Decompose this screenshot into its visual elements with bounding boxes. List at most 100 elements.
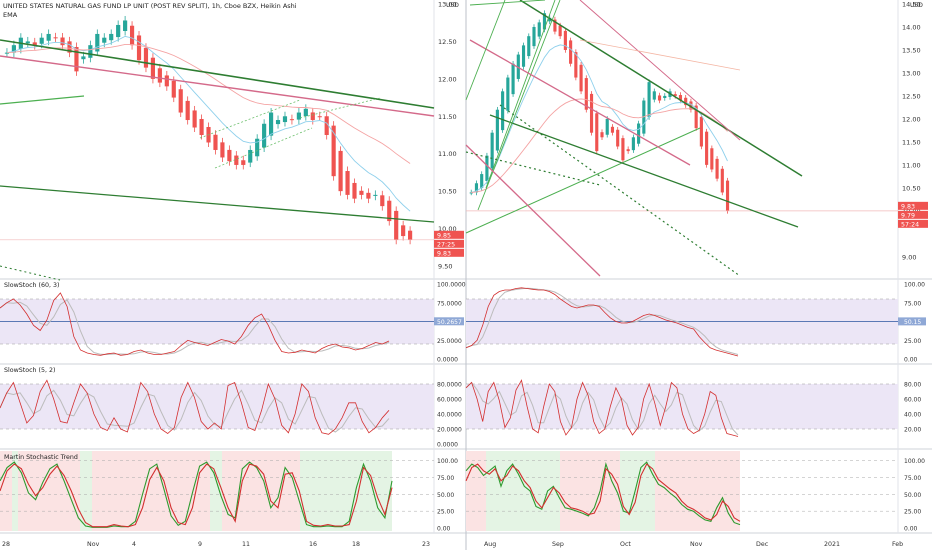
stoch-tick-label: 25.00 (904, 338, 921, 345)
stoch-tick-label: 50.15 (904, 319, 921, 326)
stoch-d-line (0, 389, 390, 433)
candle (164, 75, 169, 87)
candle (584, 78, 588, 110)
candle (527, 36, 531, 57)
price-badge-bg (898, 210, 928, 219)
stoch-tick-label: 25.0000 (437, 338, 462, 345)
time-tick-label: Aug (484, 541, 496, 548)
candle (39, 37, 44, 44)
trendline (0, 185, 435, 223)
candle (553, 19, 557, 32)
candle (171, 80, 176, 98)
stoch-tick-label: 80.0000 (437, 382, 462, 389)
candle (81, 56, 86, 60)
trend-green-line (465, 461, 741, 526)
trend-red-line (465, 463, 741, 522)
candle (637, 123, 641, 144)
ema-line (6, 35, 411, 212)
candle (548, 17, 552, 22)
trend-tick-label: 100.00 (904, 458, 925, 465)
candle (558, 25, 562, 37)
stoch-tick-label: 0.0000 (437, 442, 458, 449)
stoch-tick-label: 50.2657 (437, 319, 462, 326)
candle (296, 112, 301, 120)
price-tick-label: 14.50 (902, 1, 921, 9)
trend-red-line (0, 463, 393, 528)
price-tick-label: 9.50 (438, 263, 452, 271)
ema-line (471, 98, 728, 193)
time-tick-label: 9 (198, 541, 202, 548)
candle (220, 142, 225, 158)
left-price-pane: 9.50 10.00 10.50 11.00 11.50 12.00 12.50 13.00 9… (0, 1, 464, 271)
price-tick-label: 11.50 (438, 113, 457, 121)
candle (46, 33, 51, 41)
candle (621, 138, 625, 161)
time-tick-label: Sep (552, 541, 564, 548)
trendline (465, 144, 601, 277)
candle (579, 64, 583, 92)
trend-tick-label: 75.00 (904, 475, 921, 482)
ema-legend: EMA (3, 11, 18, 19)
candle (705, 131, 709, 165)
candle (490, 132, 494, 169)
trend-tick-label: 0.00 (437, 526, 451, 533)
candle (511, 63, 515, 95)
stoch-k-line (0, 379, 390, 435)
trend-zone (486, 451, 560, 531)
candle (255, 138, 260, 157)
candle (542, 13, 547, 30)
trendline (465, 151, 601, 186)
price-badge-bg (434, 239, 464, 248)
candle (480, 174, 484, 188)
trendline (579, 0, 741, 141)
stoch-d-line (465, 287, 739, 355)
candle (95, 33, 100, 52)
trend-tick-label: 50.00 (437, 492, 454, 499)
trend-tick-label: 50.00 (904, 492, 921, 499)
trend-tick-label: 75.00 (437, 475, 454, 482)
stoch-tick-label: 75.00 (904, 300, 921, 307)
candle (678, 95, 683, 101)
price-badge: 9.79 (901, 212, 915, 219)
candle (109, 33, 114, 41)
candle (532, 26, 536, 47)
trend-zone (210, 451, 222, 531)
candle (289, 119, 295, 121)
price-badge: 9.85 (437, 232, 451, 239)
candle (657, 95, 662, 101)
candle (310, 112, 315, 121)
time-tick-label: 2021 (824, 541, 840, 548)
candle (324, 116, 329, 135)
trendline (519, 0, 803, 177)
candle (563, 30, 567, 50)
trend-zone (0, 451, 12, 531)
candle (652, 91, 656, 100)
candle (537, 22, 541, 37)
stoch-tick-label: 20.0000 (437, 427, 462, 434)
stoch-tick-label: 0.00 (904, 357, 918, 364)
candle (143, 47, 149, 68)
candle (248, 149, 253, 163)
candle (605, 118, 609, 135)
chart-title: UNITED STATES NATURAL GAS FUND LP UNIT (… (3, 2, 297, 10)
candle (192, 110, 197, 128)
candle (11, 45, 16, 53)
candle (647, 82, 651, 118)
candle (185, 100, 190, 121)
price-tick-label: 13.00 (438, 1, 457, 9)
price-tick-label: 11.00 (902, 161, 921, 169)
candle (338, 150, 343, 192)
stoch-tick-label: 100.00 (904, 282, 925, 289)
trend-zone (92, 451, 210, 531)
candle (684, 97, 688, 106)
candle (600, 132, 604, 138)
candle (689, 101, 693, 110)
candle (501, 91, 505, 131)
price-tick-label: 13.00 (902, 69, 921, 77)
candle (469, 192, 473, 194)
trendline (0, 265, 61, 281)
candle (401, 225, 406, 237)
trend-zone (285, 451, 300, 531)
stoch-tick-label: 20.00 (904, 427, 921, 434)
